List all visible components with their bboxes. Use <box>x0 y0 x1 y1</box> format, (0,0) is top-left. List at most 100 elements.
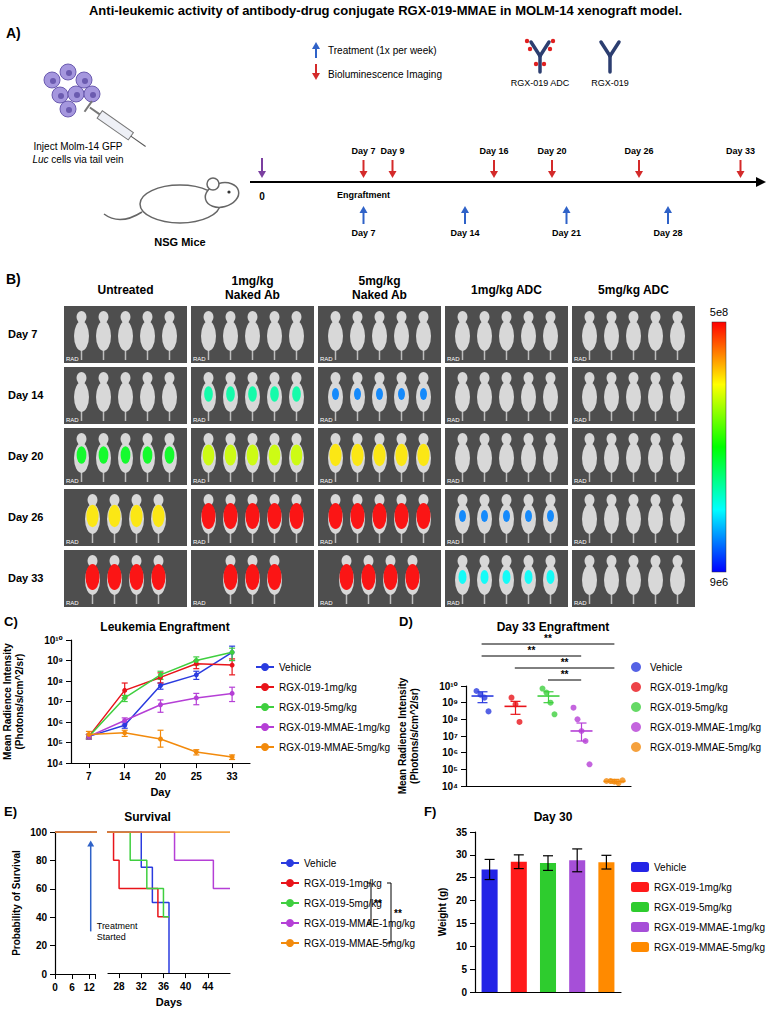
svg-text:RAD: RAD <box>574 356 587 362</box>
svg-text:Day 33: Day 33 <box>726 146 755 156</box>
svg-text:0: 0 <box>41 969 47 980</box>
svg-text:RAD: RAD <box>193 600 206 606</box>
svg-text:Mean Radience Intensity: Mean Radience Intensity <box>2 643 13 760</box>
svg-text:RGX-019-MMAE-1mg/kg: RGX-019-MMAE-1mg/kg <box>304 918 415 929</box>
svg-text:RAD: RAD <box>574 539 587 545</box>
svg-text:10⁷: 10⁷ <box>443 731 458 742</box>
svg-text:Day 26: Day 26 <box>624 146 653 156</box>
svg-text:Day 16: Day 16 <box>479 146 508 156</box>
svg-text:Weight (g): Weight (g) <box>437 888 448 937</box>
svg-text:33: 33 <box>227 771 239 782</box>
svg-text:5: 5 <box>461 964 467 975</box>
svg-text:Day 14: Day 14 <box>450 228 479 238</box>
svg-text:6: 6 <box>69 982 75 993</box>
svg-text:D): D) <box>399 614 413 629</box>
svg-text:60: 60 <box>36 883 48 894</box>
svg-text:36: 36 <box>158 981 170 992</box>
svg-text:(Photons/s/cm^2/sr): (Photons/s/cm^2/sr) <box>409 688 420 784</box>
svg-text:5mg/kg ADC: 5mg/kg ADC <box>598 283 669 297</box>
svg-text:Started: Started <box>97 932 126 942</box>
svg-text:Luc cells via tail vein: Luc cells via tail vein <box>32 154 123 165</box>
svg-text:(Photons/s/cm^2/sr): (Photons/s/cm^2/sr) <box>14 654 25 750</box>
svg-text:RAD: RAD <box>66 600 79 606</box>
svg-text:RGX-019-1mg/kg: RGX-019-1mg/kg <box>654 882 732 893</box>
svg-text:25: 25 <box>191 771 203 782</box>
svg-text:10⁷: 10⁷ <box>48 696 63 707</box>
svg-text:10⁴: 10⁴ <box>47 758 63 769</box>
svg-text:32: 32 <box>136 981 148 992</box>
svg-text:RGX-019-5mg/kg: RGX-019-5mg/kg <box>279 702 357 713</box>
svg-text:10⁹: 10⁹ <box>47 655 63 666</box>
svg-text:RAD: RAD <box>320 539 333 545</box>
svg-text:RGX-019-1mg/kg: RGX-019-1mg/kg <box>650 682 728 693</box>
svg-text:Leukemia Engraftment: Leukemia Engraftment <box>100 620 229 634</box>
svg-text:RAD: RAD <box>574 478 587 484</box>
svg-text:RAD: RAD <box>574 600 587 606</box>
svg-text:10⁶: 10⁶ <box>47 717 63 728</box>
svg-text:Vehicle: Vehicle <box>654 862 687 873</box>
svg-text:RAD: RAD <box>447 356 460 362</box>
svg-text:40: 40 <box>180 981 192 992</box>
svg-text:RAD: RAD <box>193 356 206 362</box>
svg-text:RAD: RAD <box>574 417 587 423</box>
svg-text:Untreated: Untreated <box>97 283 153 297</box>
svg-text:**: ** <box>561 657 569 668</box>
svg-text:Day: Day <box>150 786 171 798</box>
svg-text:RGX-019-1mg/kg: RGX-019-1mg/kg <box>279 682 357 693</box>
svg-text:1mg/kg ADC: 1mg/kg ADC <box>471 283 542 297</box>
svg-text:RGX-019-MMAE-5mg/kg: RGX-019-MMAE-5mg/kg <box>304 938 415 949</box>
svg-text:F): F) <box>424 804 436 819</box>
svg-text:Day 28: Day 28 <box>653 228 682 238</box>
svg-text:RGX-019: RGX-019 <box>591 78 629 88</box>
svg-text:Naked Ab: Naked Ab <box>225 288 280 302</box>
svg-text:25: 25 <box>456 872 468 883</box>
svg-text:5e8: 5e8 <box>710 306 728 318</box>
svg-text:Vehicle: Vehicle <box>650 662 683 673</box>
svg-text:40: 40 <box>36 912 48 923</box>
svg-text:RAD: RAD <box>193 478 206 484</box>
svg-text:Day 30: Day 30 <box>534 810 573 824</box>
svg-text:1mg/kg: 1mg/kg <box>231 274 273 288</box>
svg-text:**: ** <box>561 669 569 680</box>
svg-text:Vehicle: Vehicle <box>304 858 337 869</box>
svg-text:Days: Days <box>156 996 182 1008</box>
svg-text:10⁶: 10⁶ <box>442 747 458 758</box>
svg-text:Engraftment: Engraftment <box>337 190 390 200</box>
svg-text:80: 80 <box>36 855 48 866</box>
svg-text:10¹⁰: 10¹⁰ <box>439 681 458 692</box>
svg-text:10: 10 <box>456 941 468 952</box>
svg-text:RGX-019 ADC: RGX-019 ADC <box>511 78 570 88</box>
svg-text:Inject Molm-14 GFP: Inject Molm-14 GFP <box>34 141 123 152</box>
svg-text:RAD: RAD <box>320 478 333 484</box>
svg-text:10⁸: 10⁸ <box>442 714 458 725</box>
svg-text:10⁴: 10⁴ <box>442 781 458 792</box>
svg-text:Bioluminescence Imaging: Bioluminescence Imaging <box>328 69 442 80</box>
svg-text:RAD: RAD <box>320 600 333 606</box>
svg-text:35: 35 <box>456 827 468 838</box>
svg-text:B): B) <box>6 271 21 287</box>
svg-text:RAD: RAD <box>320 356 333 362</box>
svg-text:RGX-019-5mg/kg: RGX-019-5mg/kg <box>650 702 728 713</box>
svg-text:RAD: RAD <box>320 417 333 423</box>
svg-text:Day 14: Day 14 <box>8 389 44 401</box>
svg-text:Vehicle: Vehicle <box>279 662 312 673</box>
svg-text:15: 15 <box>456 918 468 929</box>
svg-text:RAD: RAD <box>447 600 460 606</box>
svg-text:9e6: 9e6 <box>710 576 728 588</box>
svg-text:RAD: RAD <box>66 539 79 545</box>
svg-text:10⁹: 10⁹ <box>442 697 458 708</box>
svg-text:RGX-019-1mg/kg: RGX-019-1mg/kg <box>304 878 382 889</box>
svg-text:RGX-019-5mg/kg: RGX-019-5mg/kg <box>654 902 732 913</box>
svg-text:100: 100 <box>30 827 47 838</box>
svg-text:Treatment (1x per week): Treatment (1x per week) <box>328 45 437 56</box>
svg-text:**: ** <box>528 645 536 656</box>
svg-text:Survival: Survival <box>124 810 171 824</box>
svg-text:Day 33 Engraftment: Day 33 Engraftment <box>497 620 610 634</box>
svg-text:10⁵: 10⁵ <box>47 737 63 748</box>
svg-text:RAD: RAD <box>66 356 79 362</box>
svg-text:0: 0 <box>461 987 467 998</box>
svg-text:Day 26: Day 26 <box>8 511 43 523</box>
svg-text:**: ** <box>544 633 552 644</box>
svg-text:RAD: RAD <box>447 539 460 545</box>
svg-text:20: 20 <box>456 895 468 906</box>
